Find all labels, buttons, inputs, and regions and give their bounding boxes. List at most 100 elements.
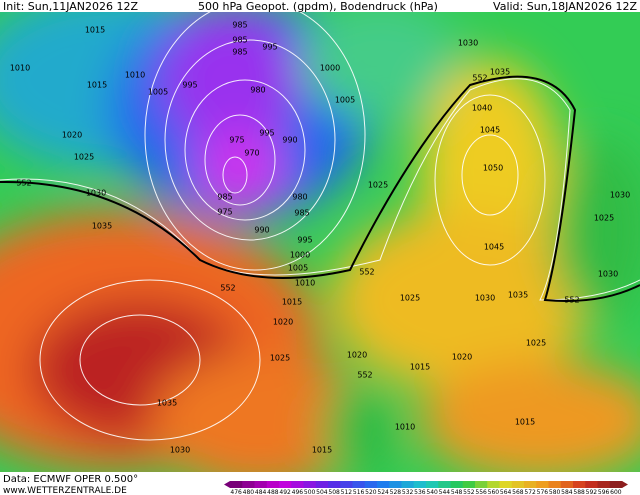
isobar-label: 1025 [400, 294, 420, 303]
isobar-label: 1005 [335, 96, 355, 105]
colorbar-label: 532 [402, 489, 414, 495]
isobar-label: 1010 [295, 279, 315, 288]
colorbar-label: 524 [377, 489, 389, 495]
isobar-label: 1035 [157, 399, 177, 408]
isobar-label: 1035 [92, 222, 112, 231]
colorbar-swatch [450, 481, 464, 488]
colorbar-label: 528 [390, 489, 402, 495]
isobar-label: 985 [232, 48, 247, 57]
isobar-label: 1025 [270, 354, 290, 363]
colorbar-label: 480 [243, 489, 255, 495]
isobar-label: 552 [357, 371, 372, 380]
isobar-label: 1050 [483, 164, 503, 173]
isobar-label: 1020 [273, 318, 293, 327]
isobar-label: 552 [564, 296, 579, 305]
isobar-label: 1040 [472, 104, 492, 113]
colorbar-swatch [573, 481, 586, 488]
colorbar-swatch [254, 481, 268, 488]
colorbar-swatch [303, 481, 317, 488]
isobar-label: 985 [294, 209, 309, 218]
colorbar-swatch [438, 481, 451, 488]
isobar-label: 1015 [85, 26, 105, 35]
isobar-label: 1025 [74, 153, 94, 162]
isobar-label: 552 [472, 74, 487, 83]
isobar-label: 552 [16, 179, 31, 188]
isobar-label: 990 [282, 136, 297, 145]
colorbar-label: 484 [255, 489, 267, 495]
isobar-label: 995 [297, 236, 312, 245]
colorbar-label: 564 [500, 489, 512, 495]
isobar-label: 995 [182, 81, 197, 90]
colorbar-label: 556 [475, 489, 487, 495]
colorbar-label: 600 [610, 489, 622, 495]
colorbar-label: 500 [304, 489, 316, 495]
colorbar-swatch [511, 481, 525, 488]
colorbar-label: 588 [573, 489, 585, 495]
isobar-label: 1020 [347, 351, 367, 360]
colorbar-label: 540 [426, 489, 438, 495]
isobar-label: 1010 [10, 64, 30, 73]
isobar-label: 1030 [598, 270, 618, 279]
isobar-label: 1015 [312, 446, 332, 455]
colorbar-swatch [315, 481, 329, 488]
colorbar-swatch [560, 481, 574, 488]
isobar-label: 1030 [610, 191, 630, 200]
isobar-label: 1035 [490, 68, 510, 77]
colorbar-swatch [597, 481, 611, 488]
colorbar-swatch [609, 481, 623, 488]
isobar-label: 1025 [526, 339, 546, 348]
isobar-label: 970 [244, 149, 259, 158]
isobar-label: 1025 [594, 214, 614, 223]
isobar-label: 552 [359, 268, 374, 277]
colorbar-swatch [426, 481, 439, 488]
colorbar-label: 560 [488, 489, 500, 495]
colorbar-swatch [377, 481, 390, 488]
colorbar-swatch [548, 481, 562, 488]
colorbar-swatch [230, 481, 243, 488]
colorbar-label: 572 [524, 489, 536, 495]
isobar-label: 1010 [395, 423, 415, 432]
colorbar-swatch [487, 481, 500, 488]
isobar-label: 995 [262, 43, 277, 52]
colorbar: 476 480 484 488 492 496 500 504 508 512 516 520 524 5… [224, 481, 628, 495]
isobar-label: 975 [229, 136, 244, 145]
isobar-label: 1045 [484, 243, 504, 252]
isobar-label: 1035 [508, 291, 528, 300]
colorbar-swatch [389, 481, 402, 488]
isobar-label: 1030 [86, 189, 106, 198]
colorbar-swatch [499, 481, 513, 488]
isobar-label: 1020 [62, 131, 82, 140]
colorbar-label: 520 [365, 489, 377, 495]
isobar-label: 1000 [320, 64, 340, 73]
colorbar-label: 496 [292, 489, 304, 495]
colorbar-swatch [266, 481, 280, 488]
isobar-label: 995 [259, 129, 274, 138]
colorbar-swatch [340, 481, 353, 488]
colorbar-swatch [401, 481, 415, 488]
colorbar-swatch [242, 481, 255, 488]
isobar-label: 980 [250, 86, 265, 95]
colorbar-swatch [536, 481, 549, 488]
colorbar-swatch [462, 481, 476, 488]
isobar-label: 1045 [480, 126, 500, 135]
valid-time: Valid: Sun,18JAN2026 12Z [493, 0, 637, 13]
isobar-label: 1025 [368, 181, 388, 190]
colorbar-swatch [364, 481, 378, 488]
colorbar-arrow-right [622, 481, 628, 488]
isobar-label: 985 [232, 36, 247, 45]
isobar-label: 1005 [288, 264, 308, 273]
colorbar-swatch [291, 481, 304, 488]
isobar-label: 1000 [290, 251, 310, 260]
colorbar-swatch [352, 481, 366, 488]
colorbar-swatch [524, 481, 537, 488]
colorbar-label: 584 [561, 489, 573, 495]
isobar-label: 980 [292, 193, 307, 202]
website: www.WETTERZENTRALE.DE [3, 486, 127, 495]
isobar-label: 985 [217, 193, 232, 202]
colorbar-swatch [585, 481, 598, 488]
data-source: Data: ECMWF OPER 0.500° [3, 474, 138, 485]
isobar-label: 1030 [475, 294, 495, 303]
